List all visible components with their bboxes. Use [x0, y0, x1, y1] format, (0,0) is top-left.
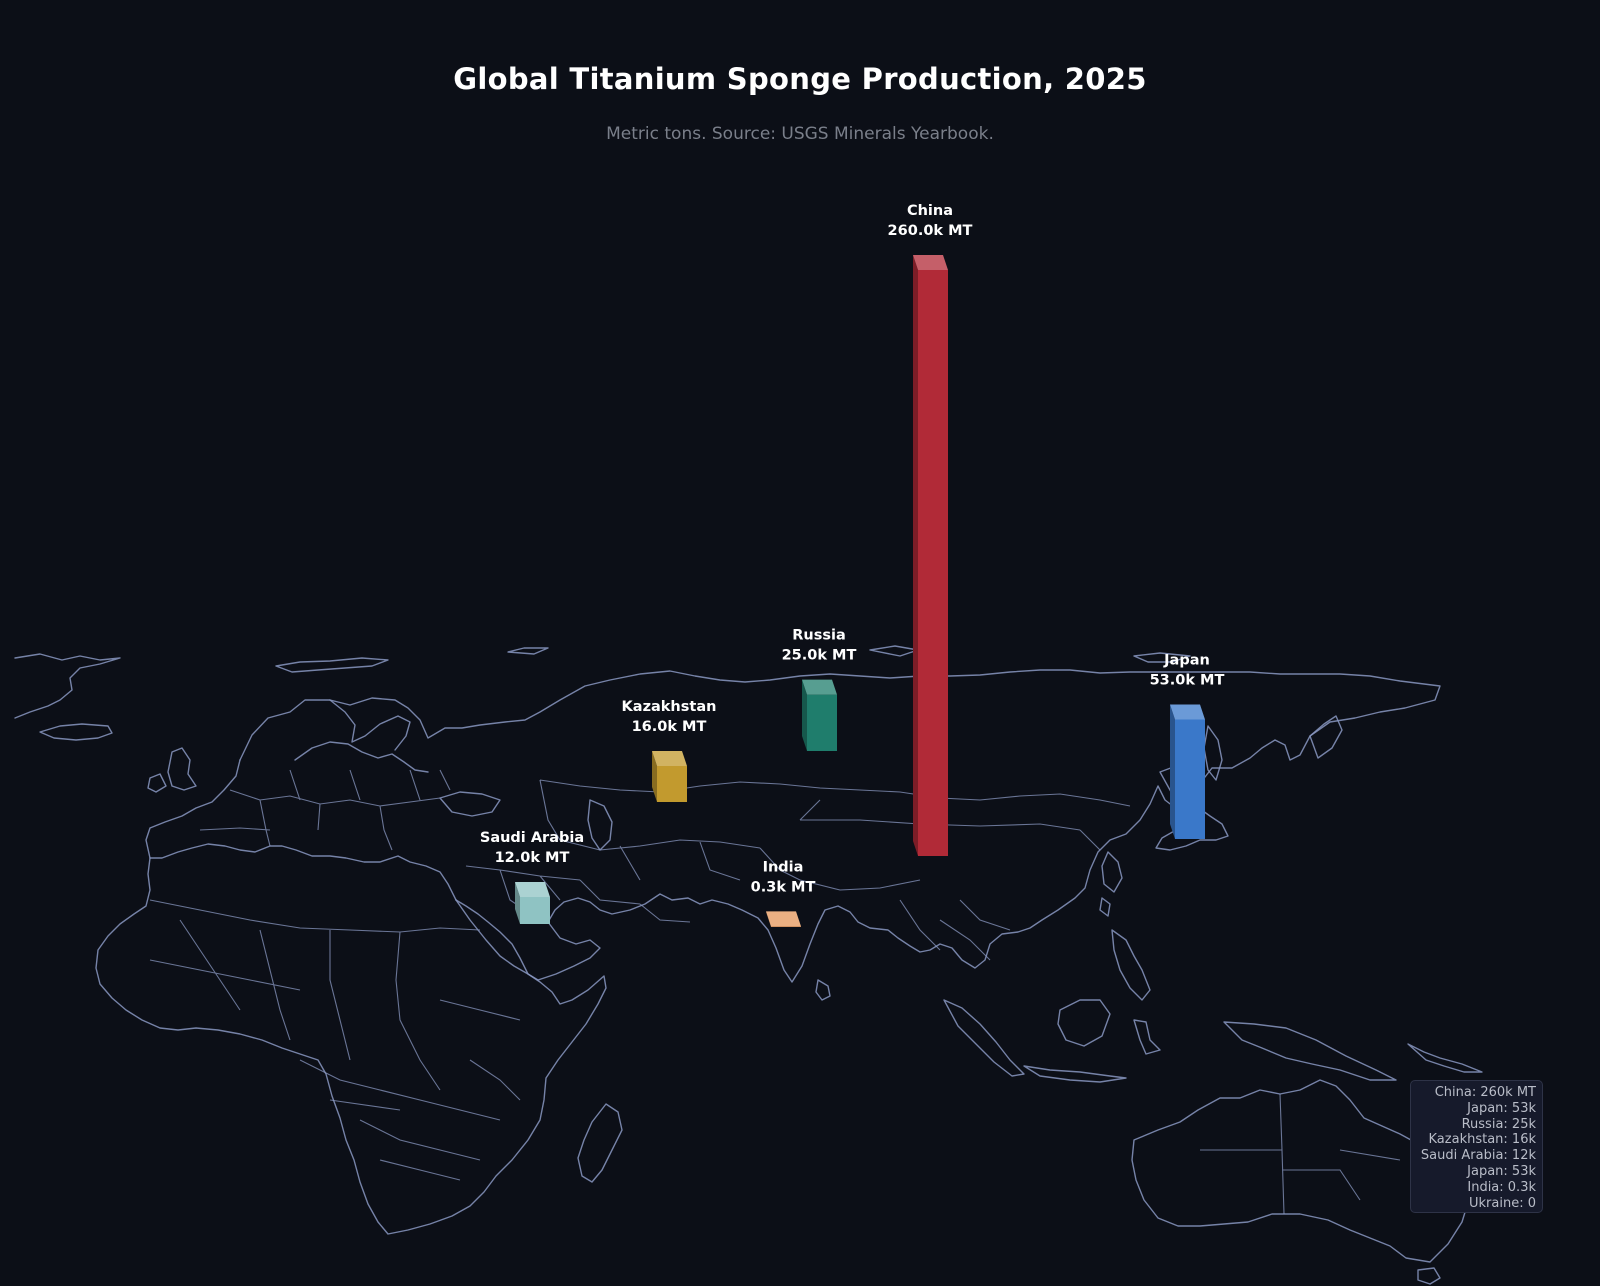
- chart-title: Global Titanium Sponge Production, 2025: [453, 62, 1147, 96]
- bar-side: [766, 911, 771, 927]
- borders-se-asia: [899, 899, 1011, 961]
- bar-label-value: 25.0k MT: [782, 648, 857, 664]
- bar-label-country: Russia: [792, 628, 846, 644]
- bar-label-country: Japan: [1163, 653, 1210, 669]
- coast-sumatra: [943, 999, 1025, 1077]
- bar-front: [520, 896, 550, 924]
- coast-scandinavia: [329, 699, 411, 751]
- bar-side: [515, 881, 520, 924]
- bar-front: [771, 926, 801, 927]
- legend-item: India: 0.3k: [1467, 1179, 1536, 1195]
- bar-saudi-arabia: [515, 881, 550, 924]
- bar-japan: [1170, 704, 1205, 839]
- bar-side: [1170, 704, 1175, 839]
- legend-item: Japan: 53k: [1467, 1100, 1536, 1116]
- bar-side: [913, 255, 918, 856]
- bar-side: [802, 679, 807, 751]
- coast-uk: [167, 747, 197, 791]
- coast-madagascar: [577, 1103, 623, 1183]
- coast-novaya-zemlya: [507, 647, 549, 655]
- coast-sri-lanka: [815, 979, 831, 1001]
- coast-java: [1023, 1065, 1127, 1083]
- legend-item: Ukraine: 0: [1469, 1195, 1536, 1211]
- basemap: [14, 645, 1483, 1285]
- bar-label-country: Saudi Arabia: [480, 830, 584, 846]
- bar-label-value: 16.0k MT: [632, 719, 707, 735]
- coast-svalbard: [275, 657, 389, 673]
- coast-red-sea-africa: [95, 857, 607, 1235]
- bar-top: [515, 881, 550, 897]
- bar-label-country: India: [763, 859, 804, 875]
- bar-front: [657, 765, 687, 802]
- coast-mediterranean: [145, 759, 457, 901]
- coast-sulawesi: [1133, 1019, 1161, 1055]
- bar-china: [913, 255, 948, 856]
- coast-iceland: [39, 723, 113, 741]
- coast-kamchatka: [1309, 715, 1343, 759]
- bar-labels-layer: China 260.0k MT Japan 53.0k MT Russia 25.0k M…: [480, 203, 1225, 895]
- coast-ireland: [147, 773, 167, 793]
- bar-label-country: China: [907, 203, 953, 219]
- bar-kazakhstan: [652, 750, 687, 802]
- coast-korea: [1101, 851, 1123, 893]
- bar-front: [1175, 719, 1205, 839]
- borders-middle-east: [465, 865, 691, 923]
- bar-label-value: 0.3k MT: [751, 879, 816, 895]
- borders-china-mongolia: [799, 799, 1101, 851]
- coast-borneo: [1057, 999, 1111, 1047]
- coast-east-islands: [1407, 1043, 1483, 1073]
- coast-caspian: [587, 799, 613, 851]
- bar-top: [913, 255, 948, 270]
- legend-item: Kazakhstan: 16k: [1428, 1132, 1536, 1148]
- coast-arctic-islands: [869, 645, 919, 657]
- coast-greenland: [14, 653, 121, 719]
- bar-india: [766, 911, 801, 927]
- legend-item: China: 260k MT: [1434, 1085, 1536, 1100]
- coast-new-guinea: [1223, 1021, 1397, 1081]
- bars-layer: [515, 255, 1205, 927]
- legend-item: Saudi Arabia: 12k: [1420, 1148, 1536, 1164]
- bar-front: [918, 270, 948, 856]
- bar-top: [1170, 704, 1205, 720]
- bar-side: [652, 750, 657, 802]
- bar-top: [766, 911, 801, 927]
- borders-russia-south: [539, 779, 1131, 807]
- bar-top: [802, 679, 837, 695]
- borders-central-asia: [539, 779, 921, 891]
- bar-label-value: 53.0k MT: [1150, 673, 1225, 689]
- legend-item: Japan: 53k: [1467, 1163, 1536, 1179]
- bar-label-value: 260.0k MT: [888, 223, 973, 239]
- coast-taiwan: [1099, 897, 1111, 917]
- chart-subtitle: Metric tons. Source: USGS Minerals Yearb…: [606, 124, 994, 144]
- coast-black-sea: [439, 791, 501, 817]
- bar-label-value: 12.0k MT: [495, 850, 570, 866]
- borders-australia: [1200, 1093, 1401, 1215]
- coast-eurasia: [239, 669, 1441, 983]
- borders-africa: [149, 899, 521, 1181]
- bar-russia: [802, 679, 837, 751]
- coast-baltic: [294, 741, 429, 773]
- coast-tasmania: [1417, 1267, 1441, 1285]
- coast-sakhalin: [1203, 725, 1223, 781]
- legend-box: China: 260k MT Japan: 53k Russia: 25k Kazak…: [1410, 1080, 1543, 1213]
- coast-east-arctic: [1133, 652, 1191, 663]
- bar-front: [807, 694, 837, 751]
- legend-item: Russia: 25k: [1461, 1116, 1536, 1132]
- bar-label-country: Kazakhstan: [622, 699, 717, 715]
- borders-europe: [199, 769, 451, 851]
- coast-philippines: [1111, 929, 1151, 1001]
- bar-top: [652, 750, 687, 766]
